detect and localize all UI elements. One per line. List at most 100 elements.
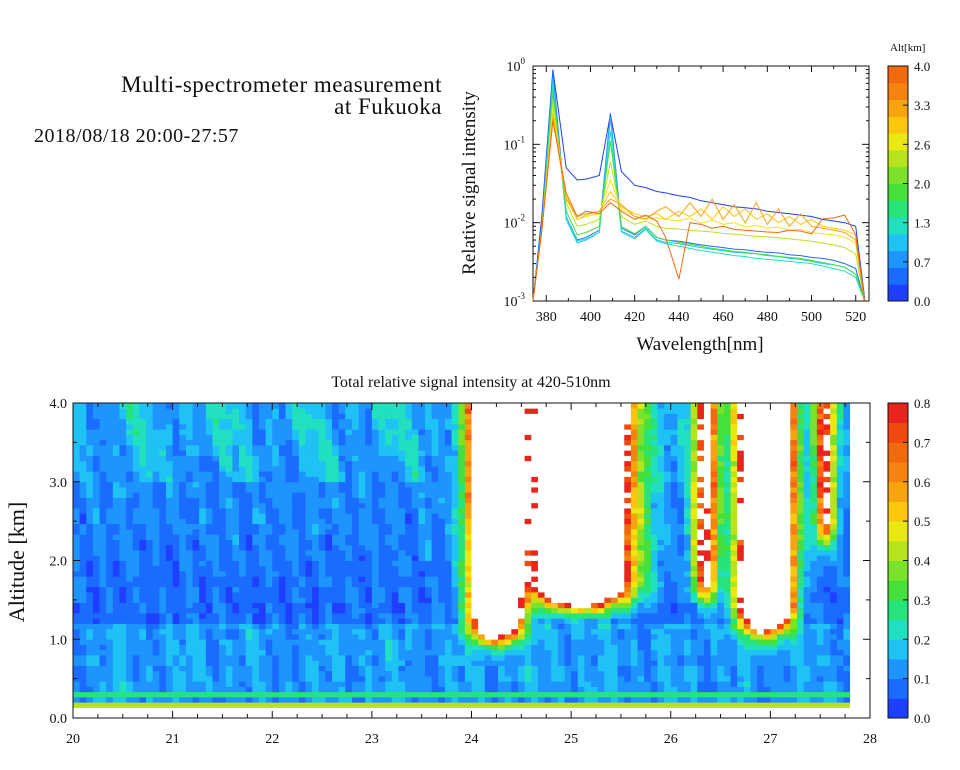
spectrum-series-line xyxy=(532,100,866,302)
heatmap-cell xyxy=(86,697,94,703)
heatmap-cell xyxy=(557,544,565,551)
heatmap-cell xyxy=(185,508,193,514)
heatmap-cell xyxy=(152,649,160,656)
heatmap-cell xyxy=(272,481,280,488)
heatmap-cell xyxy=(398,476,406,483)
heatmap-cell xyxy=(511,660,519,666)
heatmap-cell xyxy=(165,571,174,577)
heatmap-cell xyxy=(484,513,492,519)
heatmap-cell xyxy=(577,429,585,435)
heatmap-cell xyxy=(358,581,366,588)
heatmap-cell xyxy=(577,707,585,714)
heatmap-cell xyxy=(405,665,413,672)
heatmap-cell xyxy=(498,429,506,435)
heatmap-cell xyxy=(591,544,599,551)
heatmap-cell xyxy=(265,639,273,645)
heatmap-cell xyxy=(292,497,300,504)
heatmap-cell xyxy=(239,418,247,425)
heatmap-cell xyxy=(126,565,134,572)
heatmap-cell xyxy=(265,418,273,425)
heatmap-cell xyxy=(272,586,280,593)
heatmap-cell xyxy=(551,460,559,467)
heatmap-cell xyxy=(165,481,174,488)
heatmap-cell xyxy=(332,455,340,462)
heatmap-cell xyxy=(332,439,340,446)
heatmap-cell xyxy=(298,560,306,567)
heatmap-cell xyxy=(418,429,426,435)
heatmap-cell xyxy=(491,655,499,661)
heatmap-cell xyxy=(484,586,492,593)
heatmap-cell xyxy=(504,450,512,456)
heatmap-cell xyxy=(418,445,426,451)
heatmap-cell xyxy=(544,513,552,519)
heatmap-cell xyxy=(584,586,592,593)
heatmap-cell xyxy=(79,665,87,672)
heatmap-cell xyxy=(278,434,286,441)
heatmap-cell xyxy=(577,450,585,456)
heatmap-cell xyxy=(292,544,300,551)
heatmap-cell xyxy=(491,644,499,651)
heatmap-cell xyxy=(152,418,160,425)
heatmap-cell xyxy=(172,649,180,656)
heatmap-cell xyxy=(179,697,187,703)
heatmap-cell xyxy=(132,586,140,593)
heatmap-cell xyxy=(225,571,233,577)
heatmap-cell xyxy=(252,707,260,714)
heatmap-cell xyxy=(265,634,273,640)
heatmap-cell xyxy=(577,439,585,446)
heatmap-cell xyxy=(351,476,359,483)
heatmap-cell xyxy=(564,681,572,687)
heatmap-cell xyxy=(398,639,406,645)
heatmap-cell xyxy=(332,649,340,656)
heatmap-cell xyxy=(498,471,506,477)
heatmap-cell xyxy=(365,660,373,666)
heatmap-cell xyxy=(312,581,320,588)
heatmap-cell xyxy=(146,676,154,682)
heatmap-cell xyxy=(112,618,120,624)
heatmap-cell xyxy=(298,455,306,462)
heatmap-cell xyxy=(597,502,605,509)
heatmap-cell xyxy=(239,513,247,519)
heatmap-cell xyxy=(305,649,313,656)
heatmap-cell xyxy=(252,481,260,488)
heatmap-cell xyxy=(312,707,320,714)
heatmap-cell xyxy=(119,644,127,651)
heatmap-cell xyxy=(165,644,174,651)
heatmap-cell xyxy=(305,429,313,435)
heatmap-cell xyxy=(172,418,180,425)
heatmap-cell xyxy=(192,623,200,630)
heatmap-cell xyxy=(232,581,240,588)
heatmap-cell xyxy=(544,487,552,493)
heatmap-cell xyxy=(132,529,140,535)
heatmap-cell xyxy=(531,497,539,504)
heatmap-cell xyxy=(537,712,545,719)
heatmap-cell xyxy=(325,429,333,435)
heatmap-cell xyxy=(464,550,472,556)
heatmap-cell xyxy=(591,586,599,593)
heatmap-cell xyxy=(318,481,326,488)
heatmap-cell xyxy=(365,487,373,493)
heatmap-cell xyxy=(292,597,300,603)
heatmap-cell xyxy=(371,613,379,619)
heatmap-cell xyxy=(371,649,379,656)
heatmap-cell xyxy=(438,502,446,509)
heatmap-cell xyxy=(159,592,167,598)
heatmap-cell xyxy=(112,492,120,498)
heatmap-cell xyxy=(205,655,213,661)
heatmap-cell xyxy=(451,581,459,588)
heatmap-cell xyxy=(438,544,446,551)
heatmap-cell xyxy=(345,576,353,582)
heatmap-cell xyxy=(92,655,100,661)
heatmap-cell xyxy=(425,534,433,540)
heatmap-cell xyxy=(298,649,306,656)
heatmap-cell xyxy=(425,424,433,430)
heatmap-cell xyxy=(278,628,286,635)
heatmap-cell xyxy=(112,597,120,603)
heatmap-cell xyxy=(199,618,207,624)
heatmap-cell xyxy=(471,602,479,609)
heatmap-cell xyxy=(425,565,433,572)
heatmap-cell xyxy=(318,660,326,666)
heatmap-cell xyxy=(504,707,512,714)
heatmap-cell xyxy=(119,513,127,519)
heatmap-cell xyxy=(405,418,413,425)
